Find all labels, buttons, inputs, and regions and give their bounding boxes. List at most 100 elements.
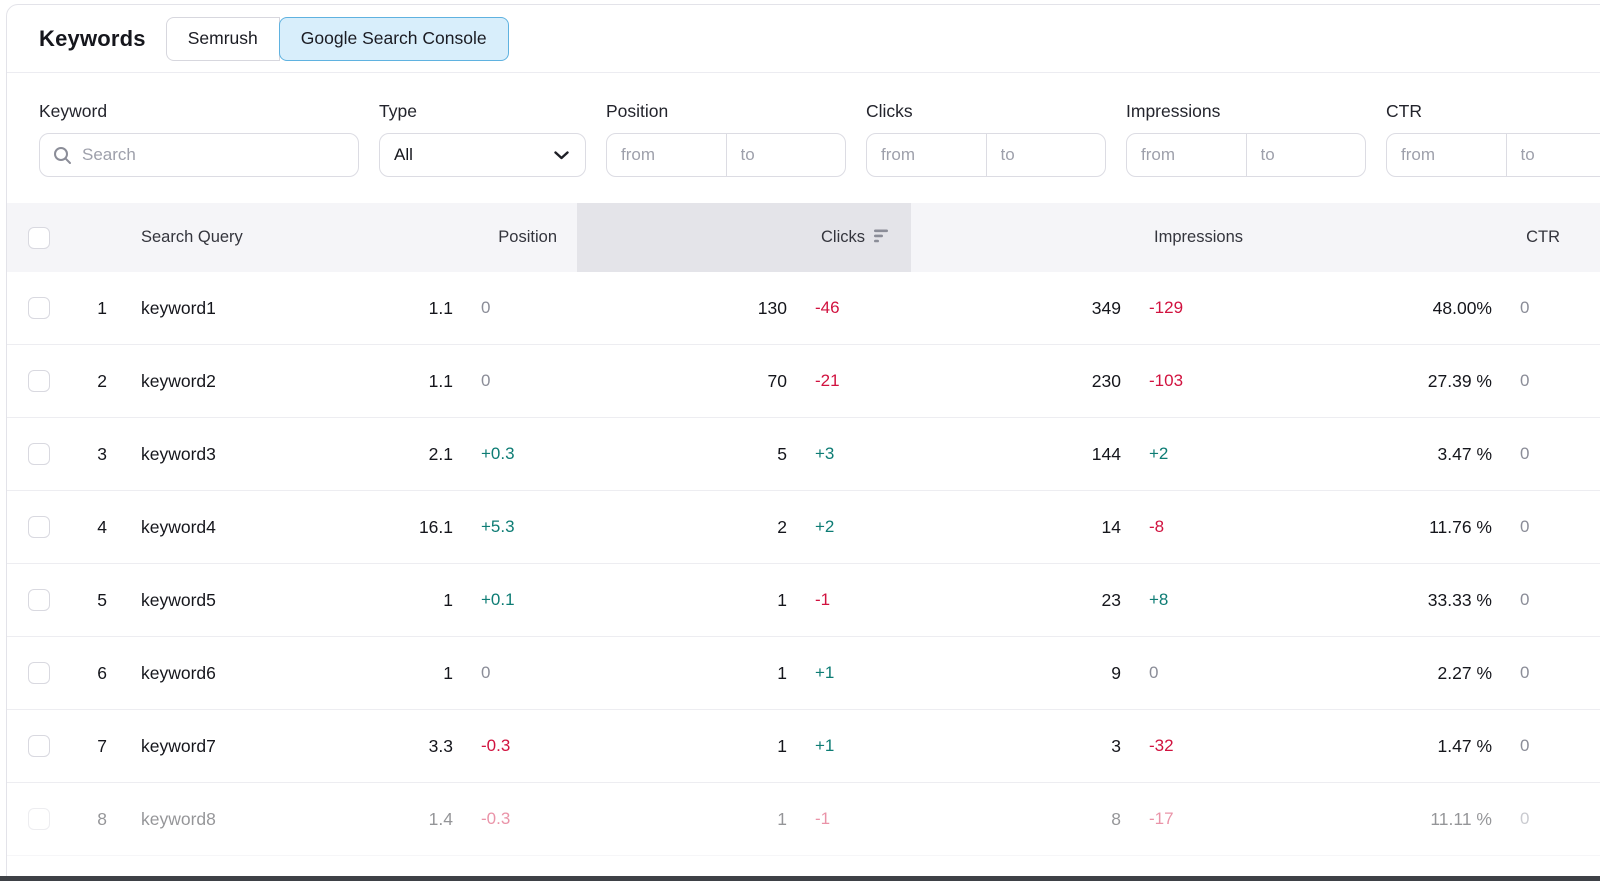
ctr-delta: 0 xyxy=(1520,444,1530,463)
range-divider xyxy=(1245,134,1247,176)
tab-google-search-console[interactable]: Google Search Console xyxy=(278,16,509,61)
impressions-delta: -129 xyxy=(1149,298,1184,317)
impressions-delta: 0 xyxy=(1149,663,1159,682)
impressions-delta: -8 xyxy=(1149,517,1165,536)
panel-header: Keywords Semrush Google Search Console xyxy=(7,5,1600,73)
column-header-clicks[interactable]: Clicks xyxy=(577,203,911,272)
impressions-cell: 230 -103 xyxy=(911,371,1245,392)
clicks-delta: -1 xyxy=(815,590,831,609)
position-value: 1.1 xyxy=(428,370,453,391)
row-checkbox[interactable] xyxy=(28,735,50,757)
row-checkbox[interactable] xyxy=(28,589,50,611)
source-tabs: Semrush Google Search Console xyxy=(165,16,509,61)
position-cell: 1.1 0 xyxy=(368,371,577,392)
filter-type-select[interactable]: All xyxy=(379,133,586,177)
select-all-checkbox[interactable] xyxy=(28,226,50,249)
search-query: keyword5 xyxy=(141,589,216,610)
impressions-cell: 349 -129 xyxy=(911,298,1245,319)
row-checkbox[interactable] xyxy=(28,297,50,319)
clicks-delta: -1 xyxy=(815,809,831,828)
row-index: 1 xyxy=(97,297,107,318)
impressions-cell: 8 -17 xyxy=(911,809,1245,830)
ctr-cell: 33.33 % 0 xyxy=(1245,590,1600,611)
filter-position: Position xyxy=(606,101,846,177)
impressions-value: 3 xyxy=(1111,735,1121,756)
table-header-row: Search Query Position Clicks Impressions… xyxy=(7,203,1600,272)
ctr-value: 11.11 % xyxy=(1430,808,1492,829)
impressions-value: 23 xyxy=(1101,589,1121,610)
position-cell: 16.1 +5.3 xyxy=(368,517,577,538)
clicks-delta: +2 xyxy=(815,517,835,536)
impressions-delta: -32 xyxy=(1149,736,1174,755)
filter-ctr-to[interactable] xyxy=(1520,145,1600,165)
table-row: 6 keyword6 1 0 1 +1 9 0 2.27 % 0 xyxy=(7,637,1600,710)
position-cell: 1 +0.1 xyxy=(368,590,577,611)
filter-ctr-label: CTR xyxy=(1386,101,1422,121)
window-bottom-edge xyxy=(0,876,1600,881)
impressions-delta: +8 xyxy=(1149,590,1169,609)
position-delta: -0.3 xyxy=(481,809,511,828)
search-query: keyword8 xyxy=(141,808,216,829)
column-header-search-query[interactable]: Search Query xyxy=(141,228,243,246)
chevron-down-icon xyxy=(554,150,569,160)
row-checkbox[interactable] xyxy=(28,662,50,684)
filter-clicks-from[interactable] xyxy=(881,145,986,165)
ctr-cell: 48.00% 0 xyxy=(1245,298,1600,319)
clicks-delta: +1 xyxy=(815,736,835,755)
table-row: 8 keyword8 1.4 -0.3 1 -1 8 -17 11.11 % 0 xyxy=(7,783,1600,856)
filter-position-label: Position xyxy=(606,101,669,121)
filter-position-to[interactable] xyxy=(740,145,845,165)
position-value: 1 xyxy=(443,589,453,610)
impressions-delta: -103 xyxy=(1149,371,1184,390)
search-query: keyword1 xyxy=(141,297,216,318)
search-query: keyword3 xyxy=(141,443,216,464)
row-checkbox[interactable] xyxy=(28,370,50,392)
table-row: 5 keyword5 1 +0.1 1 -1 23 +8 33.33 % 0 xyxy=(7,564,1600,637)
clicks-value: 5 xyxy=(777,443,787,464)
filter-impressions-to[interactable] xyxy=(1260,145,1365,165)
filter-impressions-from[interactable] xyxy=(1141,145,1246,165)
filter-ctr-from[interactable] xyxy=(1401,145,1506,165)
impressions-value: 8 xyxy=(1111,808,1121,829)
search-query: keyword6 xyxy=(141,662,216,683)
table-row: 1 keyword1 1.1 0 130 -46 349 -129 48.00%… xyxy=(7,272,1600,345)
ctr-value: 3.47 % xyxy=(1437,443,1492,464)
impressions-cell: 23 +8 xyxy=(911,590,1245,611)
ctr-cell: 27.39 % 0 xyxy=(1245,371,1600,392)
row-checkbox[interactable] xyxy=(28,808,50,830)
row-checkbox[interactable] xyxy=(28,516,50,538)
clicks-delta: -46 xyxy=(815,298,840,317)
filter-type-label: Type xyxy=(379,101,417,121)
filter-position-from[interactable] xyxy=(621,145,726,165)
ctr-value: 1.47 % xyxy=(1437,735,1492,756)
position-cell: 1.1 0 xyxy=(368,298,577,319)
search-icon xyxy=(53,146,72,165)
filter-ctr: CTR xyxy=(1386,101,1600,177)
row-index: 6 xyxy=(97,662,107,683)
range-divider xyxy=(1505,134,1507,176)
clicks-cell: 130 -46 xyxy=(577,298,911,319)
column-header-position[interactable]: Position xyxy=(498,228,557,246)
impressions-value: 349 xyxy=(1091,297,1121,318)
column-header-ctr[interactable]: CTR xyxy=(1526,228,1560,246)
search-query: keyword2 xyxy=(141,370,216,391)
position-value: 1.1 xyxy=(428,297,453,318)
tab-semrush[interactable]: Semrush xyxy=(165,16,280,61)
position-cell: 2.1 +0.3 xyxy=(368,444,577,465)
impressions-delta: -17 xyxy=(1149,809,1174,828)
range-divider xyxy=(725,134,727,176)
column-header-impressions[interactable]: Impressions xyxy=(1154,228,1243,246)
filter-keyword-input[interactable] xyxy=(82,145,358,165)
filter-clicks-label: Clicks xyxy=(866,101,913,121)
ctr-value: 27.39 % xyxy=(1427,370,1492,391)
clicks-cell: 2 +2 xyxy=(577,517,911,538)
filter-clicks-to[interactable] xyxy=(1000,145,1105,165)
position-delta: +5.3 xyxy=(481,517,515,536)
ctr-cell: 2.27 % 0 xyxy=(1245,663,1600,684)
clicks-value: 1 xyxy=(777,735,787,756)
row-index: 8 xyxy=(97,808,107,829)
ctr-cell: 1.47 % 0 xyxy=(1245,736,1600,757)
row-checkbox[interactable] xyxy=(28,443,50,465)
ctr-delta: 0 xyxy=(1520,298,1530,317)
position-value: 2.1 xyxy=(428,443,453,464)
